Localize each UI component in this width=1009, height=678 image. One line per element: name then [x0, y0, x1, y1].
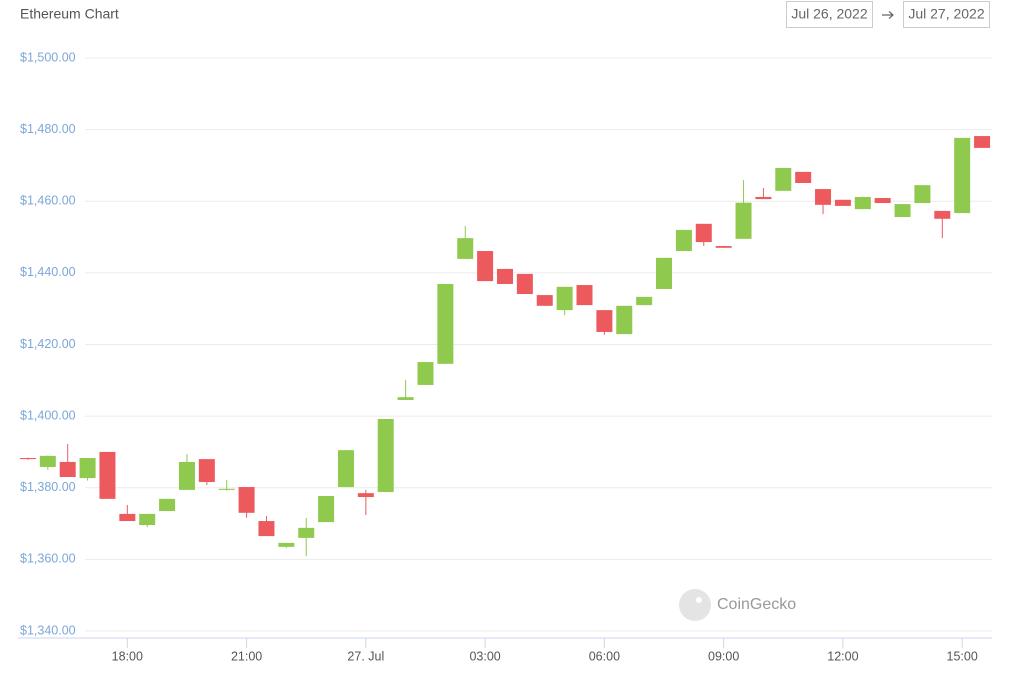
- candle-body: [974, 136, 991, 148]
- candle-body: [656, 257, 673, 289]
- y-tick-label: $1,480.00: [20, 122, 76, 136]
- date-start[interactable]: Jul 26, 2022: [791, 6, 867, 22]
- watermark: CoinGecko: [679, 589, 796, 621]
- candles: [19, 136, 991, 557]
- y-tick-label: $1,400.00: [20, 408, 76, 422]
- candle-body: [854, 196, 871, 210]
- candle-body: [775, 167, 792, 191]
- x-tick-label: 21:00: [231, 649, 262, 663]
- x-tick-label: 06:00: [589, 649, 620, 663]
- candle-body: [755, 196, 772, 200]
- candle-body: [894, 204, 911, 218]
- candle-body: [218, 488, 235, 490]
- candle-body: [377, 418, 394, 493]
- candle-body: [516, 273, 533, 295]
- candle-body: [19, 458, 36, 460]
- candle-body: [536, 295, 553, 306]
- candle-body: [815, 189, 832, 205]
- candle-body: [457, 238, 474, 259]
- candle-body: [59, 461, 76, 478]
- grid: [85, 57, 992, 632]
- candle-body: [636, 296, 653, 306]
- y-tick-label: $1,380.00: [20, 480, 76, 494]
- candle-body: [954, 137, 971, 214]
- candle-body: [914, 185, 931, 204]
- candle-body: [357, 493, 374, 498]
- candle-body: [139, 513, 156, 525]
- candle-body: [556, 286, 573, 311]
- candle-body: [874, 198, 891, 204]
- candle-body: [477, 251, 494, 282]
- y-tick-label: $1,420.00: [20, 337, 76, 351]
- chart-title: Ethereum Chart: [20, 6, 119, 22]
- candle-body: [119, 513, 136, 522]
- candle-body: [934, 210, 951, 219]
- candle-body: [437, 283, 454, 364]
- candle-body: [238, 487, 255, 513]
- candle-body: [198, 459, 215, 483]
- candle-body: [695, 223, 712, 243]
- candle-body: [397, 397, 414, 401]
- candle-body: [795, 171, 812, 183]
- candle-body: [417, 362, 434, 385]
- date-end-input[interactable]: [903, 1, 990, 28]
- y-tick-label: $1,460.00: [20, 194, 76, 208]
- range-arrow: [882, 11, 894, 19]
- x-tick-label: 27. Jul: [347, 649, 384, 663]
- x-tick-label: 03:00: [469, 649, 500, 663]
- candle-body: [298, 527, 315, 538]
- y-tick-label: $1,500.00: [20, 50, 76, 64]
- candle-body: [616, 305, 633, 335]
- watermark-text: CoinGecko: [717, 596, 796, 613]
- x-tick-label: 09:00: [708, 649, 739, 663]
- candle-body: [39, 455, 56, 467]
- candle-body: [715, 246, 732, 248]
- candle-body: [99, 451, 116, 499]
- candle-body: [79, 458, 96, 479]
- candle-body: [497, 268, 513, 284]
- x-tick-label: 12:00: [827, 649, 858, 663]
- candle-body: [596, 310, 613, 332]
- date-end[interactable]: Jul 27, 2022: [908, 6, 984, 22]
- candle-body: [675, 229, 692, 252]
- candle-body: [576, 285, 593, 306]
- candle-body: [278, 542, 295, 547]
- watermark-logo: [679, 589, 711, 621]
- y-tick-label: $1,340.00: [20, 623, 76, 637]
- candle-body: [337, 450, 354, 488]
- candle-body: [258, 521, 275, 537]
- candle-body: [834, 199, 851, 206]
- watermark-logo-eye: [696, 597, 702, 603]
- candle-body: [318, 495, 335, 523]
- candle-body: [159, 498, 176, 512]
- x-tick-label: 18:00: [112, 649, 143, 663]
- x-tick-label: 15:00: [947, 649, 978, 663]
- date-start-input[interactable]: [786, 1, 873, 28]
- axes: $1,340.00 $1,360.00 $1,380.00 $1,400.00 $1,4…: [18, 50, 992, 663]
- candle-body: [178, 461, 195, 490]
- candle-body: [735, 202, 752, 239]
- y-tick-label: $1,440.00: [20, 265, 76, 279]
- y-tick-label: $1,360.00: [20, 552, 76, 566]
